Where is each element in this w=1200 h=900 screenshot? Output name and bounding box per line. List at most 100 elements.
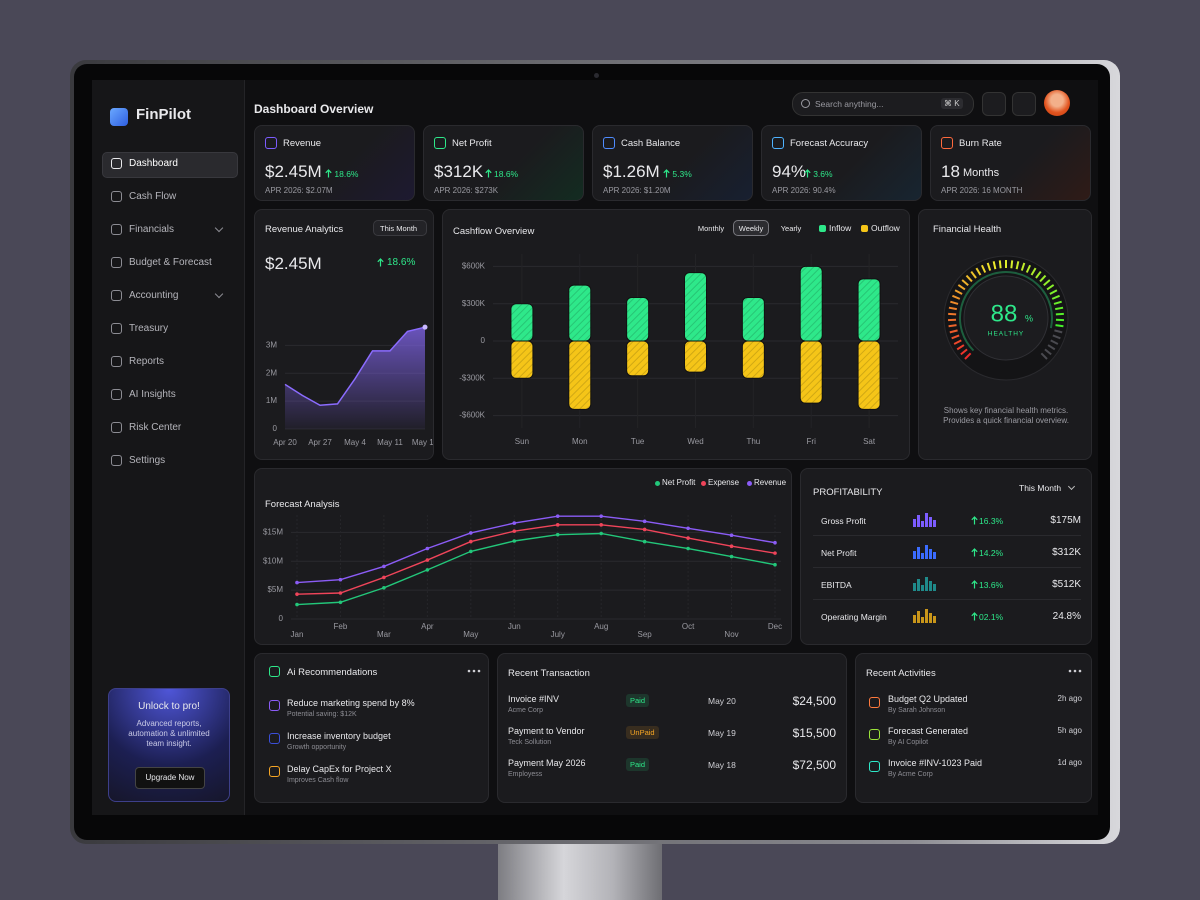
- nav-item[interactable]: Financials: [129, 224, 175, 235]
- icon-button[interactable]: [1012, 92, 1036, 116]
- arrow: [971, 580, 978, 589]
- nav-item[interactable]: Risk Center: [129, 422, 182, 433]
- legend-label: Outflow: [871, 223, 900, 233]
- x-tick-label: Sep: [638, 630, 653, 639]
- promo-title: Unlock to pro!: [138, 701, 200, 712]
- series-point: [555, 514, 560, 518]
- health-gauge: 88 % HEALTHY: [943, 255, 1069, 381]
- mini-bar: [917, 547, 920, 559]
- gauge-tick: [948, 324, 957, 328]
- icon: [434, 137, 446, 149]
- series-point: [425, 558, 430, 562]
- transactions-card: Recent Transaction Invoice #INV Acme Corp P…: [497, 653, 847, 803]
- period-tab[interactable]: Weekly: [733, 220, 769, 236]
- kpi-label: Net Profit: [452, 138, 492, 149]
- x-tick-label: Thu: [746, 437, 760, 446]
- y-tick-label: -$600K: [459, 411, 485, 420]
- bar: [510, 340, 534, 379]
- series-point: [773, 562, 777, 567]
- metric-value: $2.45M: [265, 254, 322, 273]
- kpi-change: 18.6%: [494, 169, 519, 179]
- nav-item[interactable]: Accounting: [129, 290, 179, 301]
- gauge-tick: [998, 260, 1002, 269]
- icon-button[interactable]: [982, 92, 1006, 116]
- nav-item[interactable]: Treasury: [129, 323, 169, 334]
- metric-name: Net Profit: [821, 548, 857, 558]
- upgrade-button[interactable]: Upgrade Now: [135, 767, 205, 789]
- gauge-tick: [948, 312, 957, 316]
- mini-bar: [929, 613, 932, 623]
- series-point: [642, 527, 647, 532]
- series-point: [555, 532, 560, 537]
- revenue-area: [285, 327, 425, 429]
- nav-item[interactable]: Settings: [129, 455, 166, 466]
- avatar[interactable]: [1044, 90, 1070, 116]
- nav-item[interactable]: Budget & Forecast: [129, 257, 212, 268]
- chevron: [214, 289, 224, 299]
- brand-name: FinPilot: [136, 106, 191, 123]
- period-tab[interactable]: Monthly: [693, 220, 729, 236]
- nav-item[interactable]: AI Insights: [129, 389, 176, 400]
- icon: [941, 137, 953, 149]
- series-point: [295, 602, 299, 607]
- kpi-value: $1.26M: [603, 162, 660, 181]
- series-point: [599, 523, 603, 527]
- kpi-sub: APR 2026: $273K: [434, 186, 499, 195]
- transaction-date: May 20: [708, 696, 736, 706]
- dot: [467, 669, 471, 673]
- activity-time: 2h ago: [1057, 694, 1082, 703]
- icon: [111, 356, 122, 367]
- dot: [472, 669, 476, 673]
- metric-name: EBITDA: [821, 580, 852, 590]
- bar: [857, 278, 881, 342]
- period-tab[interactable]: Yearly: [773, 220, 809, 236]
- kpi-card: Cash Balance $1.26M 5.3% APR 2026: $1.20M: [592, 125, 753, 201]
- series-point: [642, 539, 647, 544]
- search-box[interactable]: Search anything... ⌘ K: [792, 92, 974, 116]
- health-unit: %: [1025, 313, 1033, 323]
- arrow: [971, 548, 978, 557]
- gauge-tick: [1030, 267, 1037, 276]
- mini-bar: [925, 609, 928, 623]
- kpi-label: Forecast Accuracy: [790, 138, 869, 149]
- period-dropdown[interactable]: This Month: [373, 220, 427, 236]
- kpi-sub: APR 2026: $2.07M: [265, 186, 333, 195]
- mini-bar: [921, 553, 924, 559]
- legend-label: Inflow: [829, 223, 852, 233]
- nav-item[interactable]: Reports: [129, 356, 165, 367]
- gauge-tick: [951, 334, 960, 340]
- kpi-value: 18: [941, 162, 960, 181]
- series-point: [425, 568, 430, 572]
- mini-bar: [913, 583, 916, 591]
- mini-bar: [917, 579, 920, 591]
- icon: [111, 422, 122, 433]
- chevron: [1067, 482, 1076, 491]
- legend-dot: [655, 481, 660, 486]
- arrow: [377, 258, 384, 267]
- nav-item[interactable]: Dashboard: [129, 158, 178, 169]
- gauge-tick: [975, 267, 982, 276]
- series-point: [512, 539, 517, 543]
- series-point: [599, 514, 603, 518]
- mini-bar: [929, 549, 932, 559]
- mini-bar: [917, 611, 920, 623]
- active-nav-bg: [102, 152, 238, 178]
- y-tick-label: $5M: [267, 585, 283, 594]
- x-tick-label: Sun: [515, 437, 529, 446]
- gauge-tick: [961, 279, 969, 287]
- transaction-amount: $15,500: [792, 726, 836, 740]
- bar: [799, 265, 823, 342]
- forecast-card: Forecast Analysis Net Profit Expense Revenu…: [254, 468, 792, 645]
- metric-change: 18.6%: [387, 257, 416, 268]
- nav-item[interactable]: Cash Flow: [129, 191, 177, 202]
- period-dropdown[interactable]: This Month: [1019, 483, 1062, 493]
- metric-value: $175M: [1050, 515, 1081, 526]
- mini-bar: [913, 519, 916, 527]
- dot: [1078, 669, 1082, 673]
- series-point: [295, 592, 299, 596]
- series-line: [296, 524, 776, 595]
- legend-label: Net Profit: [662, 478, 696, 487]
- tab-label: Yearly: [780, 224, 802, 233]
- gauge-tick: [1020, 262, 1026, 271]
- activity-time: 5h ago: [1057, 726, 1082, 735]
